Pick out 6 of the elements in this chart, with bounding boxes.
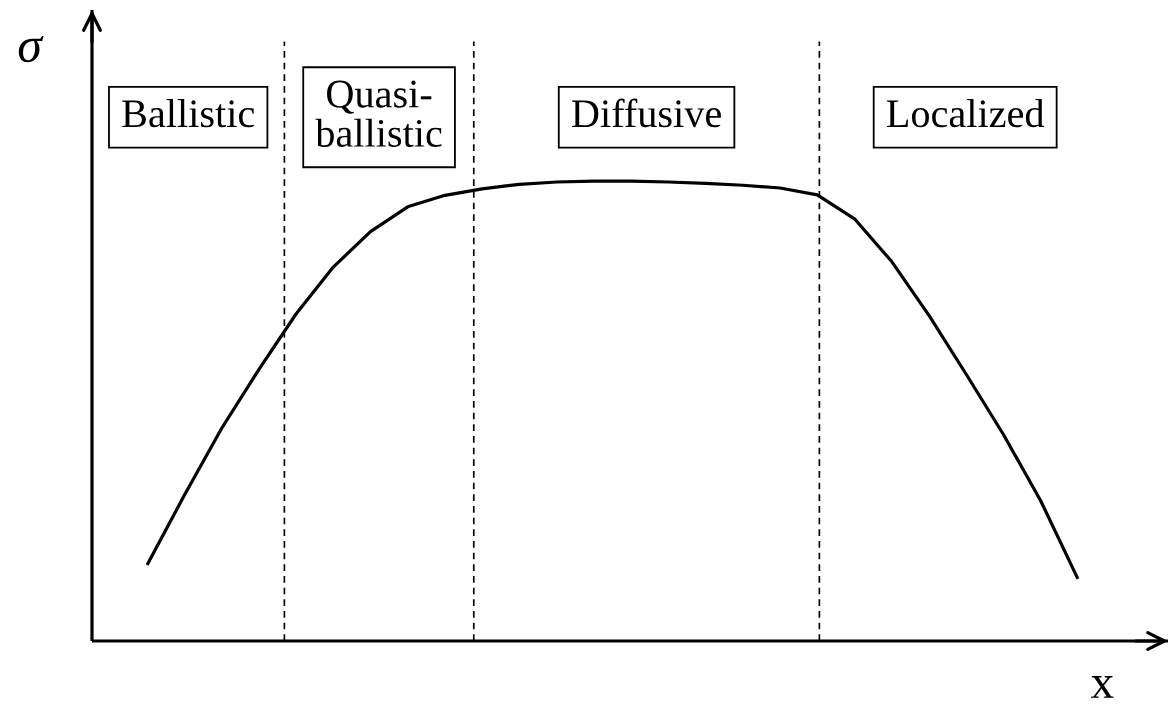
text: Diffusive	[572, 98, 721, 128]
text: Ballistic	[122, 99, 255, 128]
text: Quasi- ballistic	[315, 80, 442, 148]
text: Localized	[886, 99, 1045, 128]
y-axis-title: σ	[18, 36, 44, 63]
x-axis-title: x	[1090, 676, 1114, 698]
